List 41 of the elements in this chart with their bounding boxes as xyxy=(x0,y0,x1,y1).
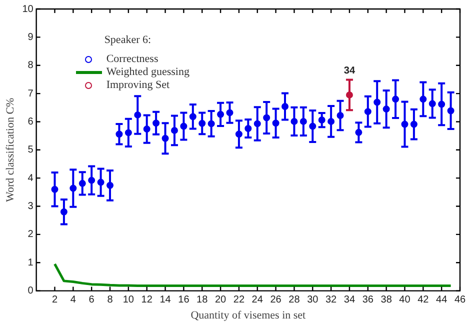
x-tick-label: 38 xyxy=(380,294,392,306)
x-tick-label: 22 xyxy=(233,294,245,306)
y-tick-label: 6 xyxy=(28,116,34,128)
legend-label: Weighted guessing xyxy=(106,66,190,79)
x-tick-label: 2 xyxy=(52,294,58,306)
x-tick-label: 34 xyxy=(344,294,356,306)
x-tick-label: 10 xyxy=(122,294,134,306)
x-tick-label: 40 xyxy=(399,294,411,306)
x-tick-label: 46 xyxy=(454,294,466,306)
x-axis-title: Quantity of visemes in set xyxy=(190,309,306,322)
y-tick-label: 8 xyxy=(28,60,34,72)
y-tick-label: 3 xyxy=(28,201,34,212)
x-tick-label: 16 xyxy=(178,294,190,306)
annotation: 34 xyxy=(344,66,356,77)
x-tick-label: 24 xyxy=(252,294,264,306)
y-tick-label: 4 xyxy=(28,172,34,184)
x-tick-label: 20 xyxy=(214,294,227,306)
x-tick-label: 6 xyxy=(88,294,95,306)
y-tick-label: 9 xyxy=(28,32,34,43)
y-axis-title: Word classification C% xyxy=(4,98,16,202)
legend-label: Correctness xyxy=(106,53,158,66)
x-tick-label: 36 xyxy=(362,294,374,306)
y-tick-label: 10 xyxy=(22,4,34,15)
x-tick-label: 4 xyxy=(70,294,76,306)
x-tick-label: 14 xyxy=(160,294,172,306)
x-tick-label: 28 xyxy=(288,294,300,306)
x-tick-label: 32 xyxy=(325,294,338,306)
x-tick-label: 44 xyxy=(436,294,448,306)
x-tick-label: 26 xyxy=(270,294,282,306)
y-tick-label: 2 xyxy=(28,229,34,240)
y-tick-label: 5 xyxy=(28,144,34,156)
x-tick-label: 12 xyxy=(141,294,153,306)
legend-label: Improving Set xyxy=(106,79,170,92)
y-tick-label: 7 xyxy=(28,88,34,100)
x-tick-label: 18 xyxy=(196,294,208,306)
y-tick-label: 0 xyxy=(28,286,34,297)
x-tick-label: 8 xyxy=(107,294,114,306)
x-tick-label: 42 xyxy=(418,294,430,306)
y-tick-label: 1 xyxy=(28,257,34,268)
x-tick-label: 30 xyxy=(307,294,319,306)
legend-title: Speaker 6: xyxy=(103,34,152,47)
